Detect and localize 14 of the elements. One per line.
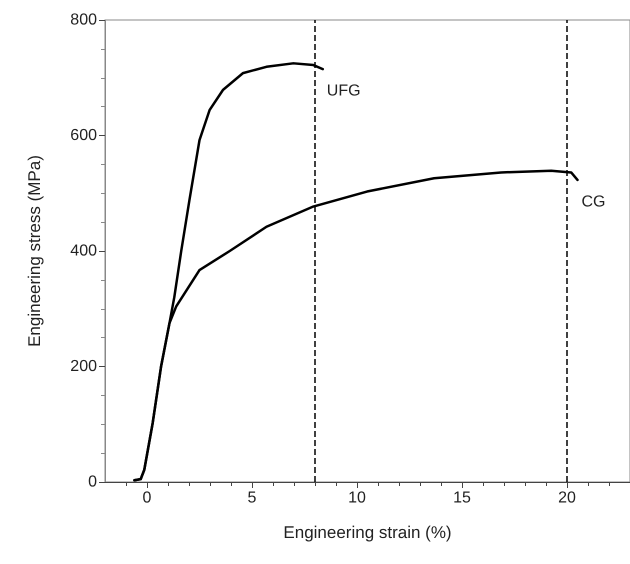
series-label: UFG xyxy=(326,82,361,100)
y-tick-label: 600 xyxy=(70,127,98,144)
y-axis-title: Engineering stress (MPa) xyxy=(25,155,44,347)
x-tick-label: 20 xyxy=(558,490,576,506)
series-label: CG xyxy=(582,193,606,210)
x-axis-title: Engineering strain (%) xyxy=(283,523,452,542)
y-tick-label: 0 xyxy=(88,474,98,490)
x-tick-label: 5 xyxy=(248,490,257,506)
y-tick-label: 200 xyxy=(70,358,98,375)
x-tick-label: 15 xyxy=(453,490,471,506)
y-tick-label: 400 xyxy=(70,242,98,260)
x-tick-label: 10 xyxy=(348,490,366,506)
y-tick-label: 800 xyxy=(70,12,98,28)
x-tick-label: 0 xyxy=(142,490,152,506)
